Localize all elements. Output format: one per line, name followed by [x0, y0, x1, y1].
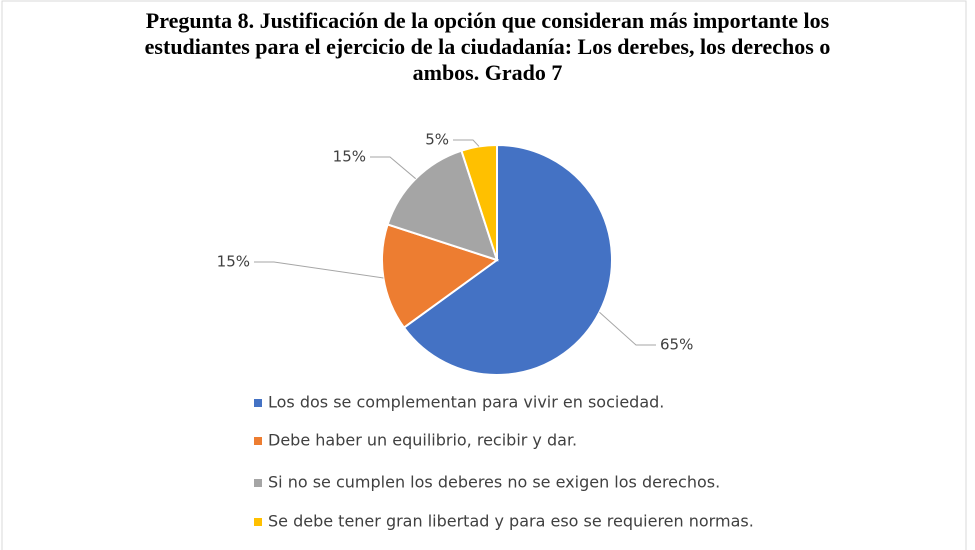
legend-swatch: [254, 518, 262, 526]
legend-label: Debe haber un equilibrio, recibir y dar.: [268, 431, 577, 450]
legend-label: Se debe tener gran libertad y para eso s…: [268, 512, 754, 531]
pie-slice: [381, 223, 500, 329]
data-label: 65%: [660, 336, 693, 354]
legend-label: Los dos se complementan para vivir en so…: [268, 393, 664, 412]
data-label: 15%: [333, 148, 366, 166]
leader-line: [599, 311, 656, 346]
leader-line: [453, 139, 480, 147]
leader-line: [254, 261, 384, 279]
legend-label: Si no se cumplen los deberes no se exige…: [268, 473, 720, 492]
data-label: 5%: [425, 131, 449, 149]
legend-swatch: [254, 437, 262, 445]
legend-swatch: [254, 479, 262, 487]
pie-slice: [460, 143, 498, 261]
leader-line: [370, 156, 417, 180]
chart-title: Pregunta 8. Justificación de la opción q…: [144, 8, 831, 85]
data-label: 15%: [217, 253, 250, 271]
legend-swatch: [254, 399, 262, 407]
pie-slice: [402, 143, 613, 376]
